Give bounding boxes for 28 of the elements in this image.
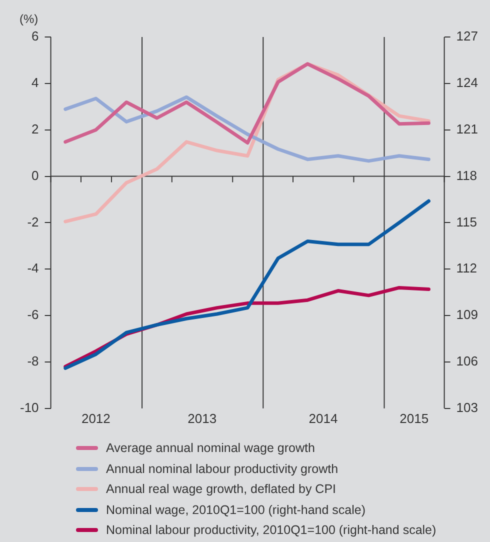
y2-tick-label: 106 <box>456 354 478 369</box>
x-tick-label: 2012 <box>81 410 110 426</box>
y2-tick-label: 124 <box>456 75 478 90</box>
y-tick-label: 0 <box>32 168 39 183</box>
y-tick-label: -2 <box>27 214 39 230</box>
x-tick-label: 2014 <box>308 410 338 426</box>
legend-label: Nominal labour productivity, 2010Q1=100 (right-hand scale) <box>106 523 436 538</box>
y-axis-title: (%) <box>19 12 38 26</box>
y2-tick-label: 127 <box>456 28 478 44</box>
legend-label: Average annual nominal wage growth <box>106 441 315 456</box>
y-tick-label: 2 <box>32 121 39 136</box>
y2-tick-label: 115 <box>456 214 478 230</box>
x-tick-label: 2013 <box>188 410 217 426</box>
y-tick-label: -10 <box>20 400 39 415</box>
y-tick-label: -4 <box>27 260 39 276</box>
y2-tick-label: 112 <box>456 260 478 276</box>
y2-tick-label: 121 <box>456 121 478 136</box>
y2-tick-label: 118 <box>456 168 478 183</box>
y-tick-label: 6 <box>32 28 39 44</box>
y-tick-label: -6 <box>27 307 39 322</box>
legend-label: Nominal wage, 2010Q1=100 (right-hand scale) <box>106 502 366 517</box>
legend-label: Annual nominal labour productivity growth <box>106 462 338 476</box>
legend-label: Annual real wage growth, deflated by CPI <box>106 482 336 496</box>
x-tick-label: 2015 <box>400 410 429 426</box>
y2-tick-label: 103 <box>456 400 478 415</box>
y-tick-label: 4 <box>32 75 39 90</box>
y-tick-label: -8 <box>27 354 39 369</box>
y2-tick-label: 109 <box>456 307 478 322</box>
